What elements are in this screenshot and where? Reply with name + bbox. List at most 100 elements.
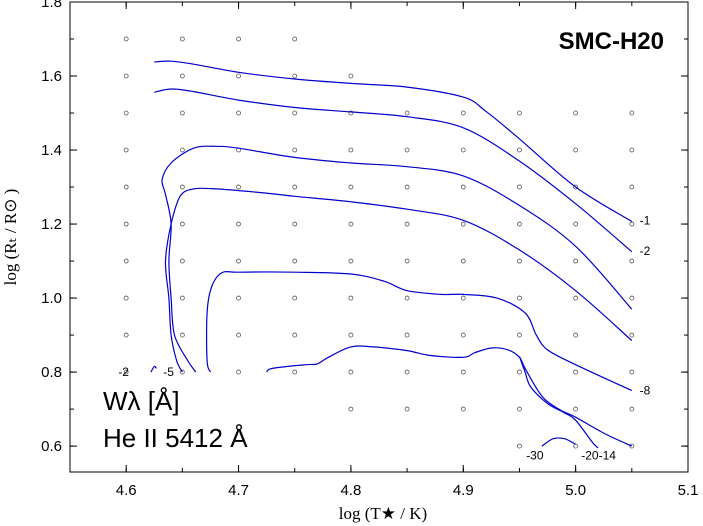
contour-label: -30: [526, 448, 544, 462]
y-tick-label: 0.6: [41, 438, 62, 455]
model-point: [348, 110, 354, 116]
model-point: [123, 147, 129, 153]
contour-line: [150, 365, 157, 373]
model-point: [123, 221, 129, 227]
contour-label: -2: [118, 365, 129, 379]
model-point: [629, 406, 635, 412]
x-axis-title: log (T★ / K): [339, 504, 427, 523]
x-tick-label: 4.9: [453, 482, 474, 499]
contour-line: [161, 145, 633, 373]
contour-label: -2: [640, 244, 651, 258]
model-point: [348, 406, 354, 412]
model-point: [292, 332, 298, 338]
model-point: [460, 184, 466, 190]
model-point: [292, 147, 298, 153]
model-point: [179, 332, 185, 338]
contour-line: [266, 345, 633, 447]
model-point: [348, 147, 354, 153]
model-point: [292, 184, 298, 190]
model-point: [404, 406, 410, 412]
model-point: [236, 184, 241, 190]
model-point: [629, 369, 635, 375]
chart-title: SMC-H20: [559, 28, 664, 55]
model-point: [292, 258, 298, 264]
model-point: [404, 184, 410, 190]
x-tick-label: 5.1: [678, 482, 699, 499]
model-point: [629, 258, 635, 264]
model-point: [348, 73, 354, 79]
model-point: [517, 443, 522, 449]
model-point: [573, 184, 579, 190]
model-point: [460, 147, 466, 153]
x-tick-label: 4.7: [228, 482, 249, 499]
contour-line: [518, 356, 599, 449]
y-tick-label: 1.4: [41, 142, 62, 159]
model-point: [236, 332, 241, 338]
model-point: [629, 110, 635, 116]
model-point: [629, 295, 635, 301]
model-point: [517, 332, 522, 338]
model-point: [517, 369, 522, 375]
model-point: [404, 369, 410, 375]
model-point: [629, 184, 635, 190]
model-point: [404, 147, 410, 153]
model-point: [236, 369, 241, 375]
model-point: [123, 295, 129, 301]
contour-labels: -1 -2 -8 -20-14 -30 -2 -5: [118, 213, 650, 462]
model-point: [123, 73, 129, 79]
contour-label: -8: [640, 384, 651, 398]
model-point: [460, 369, 466, 375]
model-point: [236, 295, 241, 301]
model-point: [573, 147, 579, 153]
model-point: [179, 36, 185, 42]
model-point: [404, 295, 410, 301]
contour-lines: [150, 60, 633, 449]
model-point: [404, 332, 410, 338]
contour-line: [154, 88, 633, 253]
model-point: [629, 221, 635, 227]
model-point: [573, 110, 579, 116]
model-point: [292, 36, 298, 42]
annotation-quantity: Wλ [Å]: [103, 386, 180, 416]
model-point: [348, 184, 354, 190]
model-point: [348, 258, 354, 264]
model-point: [179, 110, 185, 116]
model-point: [517, 147, 522, 153]
model-point: [460, 110, 466, 116]
model-point: [517, 110, 522, 116]
model-point: [348, 295, 354, 301]
model-point: [179, 258, 185, 264]
model-point: [404, 258, 410, 264]
model-point: [123, 110, 129, 116]
model-point: [123, 332, 129, 338]
model-point: [573, 295, 579, 301]
model-point: [517, 184, 522, 190]
contour-label: -5: [163, 365, 174, 379]
axes: 4.6 4.7 4.8 4.9 5.0 5.1 0.6 0.8 1.0 1.2 1.4 1.6 1.8: [41, 0, 698, 499]
model-point: [236, 110, 241, 116]
model-point: [179, 184, 185, 190]
model-point: [404, 221, 410, 227]
model-point: [179, 73, 185, 79]
model-point: [236, 258, 241, 264]
model-point: [123, 369, 129, 375]
model-point: [123, 184, 129, 190]
model-point: [573, 332, 579, 338]
model-grid-points: [123, 36, 635, 449]
model-point: [179, 369, 185, 375]
y-tick-label: 1.8: [41, 0, 62, 11]
model-point: [629, 147, 635, 153]
y-tick-label: 1.2: [41, 216, 62, 233]
contour-line: [164, 187, 633, 373]
model-point: [292, 110, 298, 116]
model-point: [629, 332, 635, 338]
contour-label: -1: [640, 213, 651, 227]
model-point: [460, 295, 466, 301]
x-tick-label: 5.0: [565, 482, 586, 499]
model-point: [629, 443, 635, 449]
model-point: [573, 406, 579, 412]
y-tick-label: 1.6: [41, 68, 62, 85]
model-point: [179, 147, 185, 153]
model-point: [460, 221, 466, 227]
